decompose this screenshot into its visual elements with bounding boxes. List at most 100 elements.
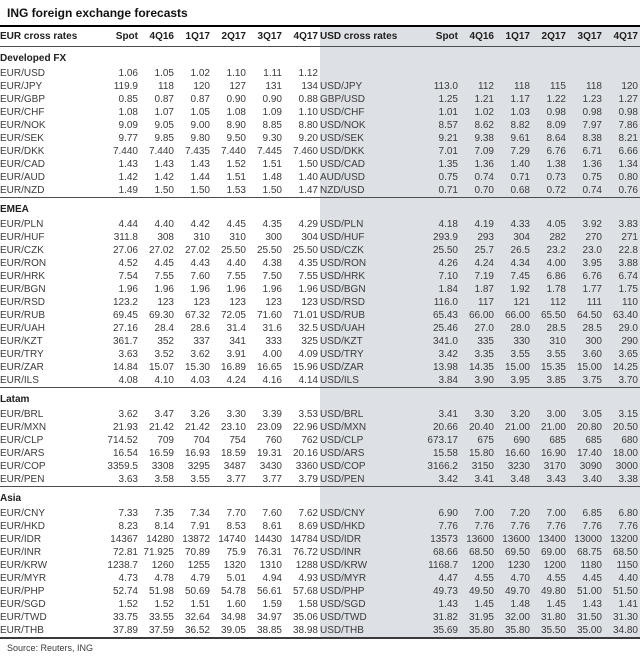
usd-value-cell: 293 (460, 231, 496, 244)
eur-value-cell: 118 (158, 81, 174, 92)
section-title: Latam (0, 387, 320, 408)
usd-value-cell: 1.84 (424, 283, 460, 296)
table-row: EUR/NOK 9.09 9.05 9.00 8.90 8.85 8.80 USD/NOK 8.… (0, 119, 640, 132)
usd-value-cell: 335 (460, 335, 496, 348)
eur-pair-cell: EUR/IDR (0, 534, 42, 545)
table-row: EUR/CNY 7.33 7.35 7.34 7.70 7.60 7.62 USD/CNY 6.… (0, 507, 640, 520)
usd-value-cell: 16.90 (532, 447, 568, 460)
eur-value-cell: 34.97 (256, 612, 282, 623)
usd-value-cell: 4.18 (424, 218, 460, 231)
usd-value-cell: 7.86 (604, 119, 640, 132)
eur-value-cell: 7.55 (298, 271, 318, 282)
eur-value-cell: 4.38 (262, 258, 282, 269)
eur-value-cell: 3.55 (190, 474, 210, 485)
eur-value-cell: 3.47 (154, 409, 174, 420)
usd-value-cell: 15.35 (532, 361, 568, 374)
eur-value-cell: 52.74 (112, 586, 138, 597)
usd-value-cell: 1.87 (460, 283, 496, 296)
usd-value-cell: 7.76 (460, 520, 496, 533)
usd-value-cell: 31.50 (568, 611, 604, 624)
eur-period-header-4q17: 4Q17 (293, 31, 318, 42)
usd-value-cell: 35.50 (532, 624, 568, 638)
eur-pair-cell: EUR/TRY (0, 349, 44, 360)
usd-value-cell: 111 (568, 296, 604, 309)
usd-value-cell: 0.71 (424, 184, 460, 198)
usd-value-cell: 13.98 (424, 361, 460, 374)
usd-value-cell: 1.21 (460, 93, 496, 106)
usd-value-cell: 1200 (532, 559, 568, 572)
usd-pair-cell: USD/RSD (320, 296, 424, 309)
eur-value-cell: 13872 (182, 534, 210, 545)
usd-value-cell: 3.20 (496, 408, 532, 421)
usd-pair-cell: USD/CNY (320, 507, 424, 520)
eur-period-header-4q16: 4Q16 (149, 31, 174, 42)
eur-value-cell: 14280 (146, 534, 174, 545)
eur-pair-cell: EUR/UAH (0, 323, 46, 334)
usd-value-cell: 6.80 (604, 507, 640, 520)
eur-value-cell: 8.61 (262, 521, 282, 532)
usd-value-cell: 68.50 (604, 546, 640, 559)
eur-value-cell: 7.445 (256, 146, 282, 157)
eur-pair-cell: EUR/NOK (0, 120, 46, 131)
usd-value-cell: 7.29 (496, 145, 532, 158)
usd-value-cell: 31.82 (424, 611, 460, 624)
usd-value-cell: 300 (568, 335, 604, 348)
eur-value-cell: 3.53 (298, 409, 318, 420)
usd-value-cell: 20.50 (604, 421, 640, 434)
usd-value-cell: 51.00 (568, 585, 604, 598)
usd-value-cell: 1.03 (496, 106, 532, 119)
eur-value-cell: 1.40 (298, 172, 318, 183)
eur-value-cell: 3359.5 (107, 461, 138, 472)
usd-value-cell: 3.42 (424, 473, 460, 487)
usd-value-cell: 304 (496, 231, 532, 244)
usd-value-cell: 0.98 (568, 106, 604, 119)
usd-pair-cell: USD/CLP (320, 434, 424, 447)
usd-value-cell: 15.00 (568, 361, 604, 374)
usd-pair-cell: USD/SEK (320, 132, 424, 145)
eur-value-cell: 3.62 (118, 409, 138, 420)
usd-value-cell: 1.25 (424, 93, 460, 106)
eur-value-cell: 4.35 (298, 258, 318, 269)
usd-value-cell: 0.75 (424, 171, 460, 184)
eur-value-cell: 9.85 (154, 133, 174, 144)
eur-value-cell: 51.98 (148, 586, 174, 597)
table-row: EUR/PLN 4.44 4.40 4.42 4.45 4.35 4.29 USD/PLN 4.… (0, 218, 640, 231)
eur-pair-cell: EUR/AUD (0, 172, 46, 183)
eur-value-cell: 1.10 (298, 107, 318, 118)
page-title: ING foreign exchange forecasts (0, 3, 640, 27)
usd-value-cell: 7.76 (568, 520, 604, 533)
eur-value-cell: 28.4 (154, 323, 174, 334)
usd-value-cell: 3.35 (460, 348, 496, 361)
usd-value-cell: 1200 (460, 559, 496, 572)
eur-value-cell: 123.2 (112, 297, 138, 308)
eur-pair-cell: EUR/HKD (0, 521, 46, 532)
usd-value-cell: 35.00 (568, 624, 604, 638)
usd-value-cell: 6.76 (568, 270, 604, 283)
table-row: EUR/ILS 4.08 4.10 4.03 4.24 4.16 4.14 USD/ILS 3.… (0, 374, 640, 388)
eur-value-cell: 4.45 (226, 219, 246, 230)
table-header: EUR cross rates Spot 4Q16 1Q17 2Q17 3Q17 4Q17 U… (0, 27, 640, 47)
usd-value-cell: 293.9 (424, 231, 460, 244)
eur-value-cell: 1.52 (154, 599, 174, 610)
usd-value-cell: 64.50 (568, 309, 604, 322)
usd-value-cell: 31.80 (532, 611, 568, 624)
eur-value-cell: 134 (301, 81, 318, 92)
eur-value-cell: 69.30 (148, 310, 174, 321)
usd-value-cell: 3.92 (568, 218, 604, 231)
eur-value-cell: 7.70 (226, 508, 246, 519)
table-row: EUR/DKK 7.440 7.440 7.435 7.440 7.445 7.460 USD… (0, 145, 640, 158)
usd-value-cell: 685 (568, 434, 604, 447)
eur-value-cell: 9.77 (118, 133, 138, 144)
table-row: EUR/AUD 1.42 1.42 1.44 1.51 1.48 1.40 AUD/USD 0.… (0, 171, 640, 184)
usd-value-cell: 3.85 (532, 374, 568, 388)
usd-value-cell: 16.60 (496, 447, 532, 460)
eur-period-header-3q17: 3Q17 (257, 31, 282, 42)
eur-value-cell: 7.440 (220, 146, 246, 157)
usd-pair-cell: USD/PLN (320, 218, 424, 231)
eur-value-cell: 3.30 (226, 409, 246, 420)
usd-value-cell: 7.76 (604, 520, 640, 533)
usd-pair-cell (320, 67, 424, 80)
eur-value-cell: 4.14 (298, 375, 318, 386)
usd-value-cell: 4.34 (496, 257, 532, 270)
usd-value-cell: 0.73 (532, 171, 568, 184)
